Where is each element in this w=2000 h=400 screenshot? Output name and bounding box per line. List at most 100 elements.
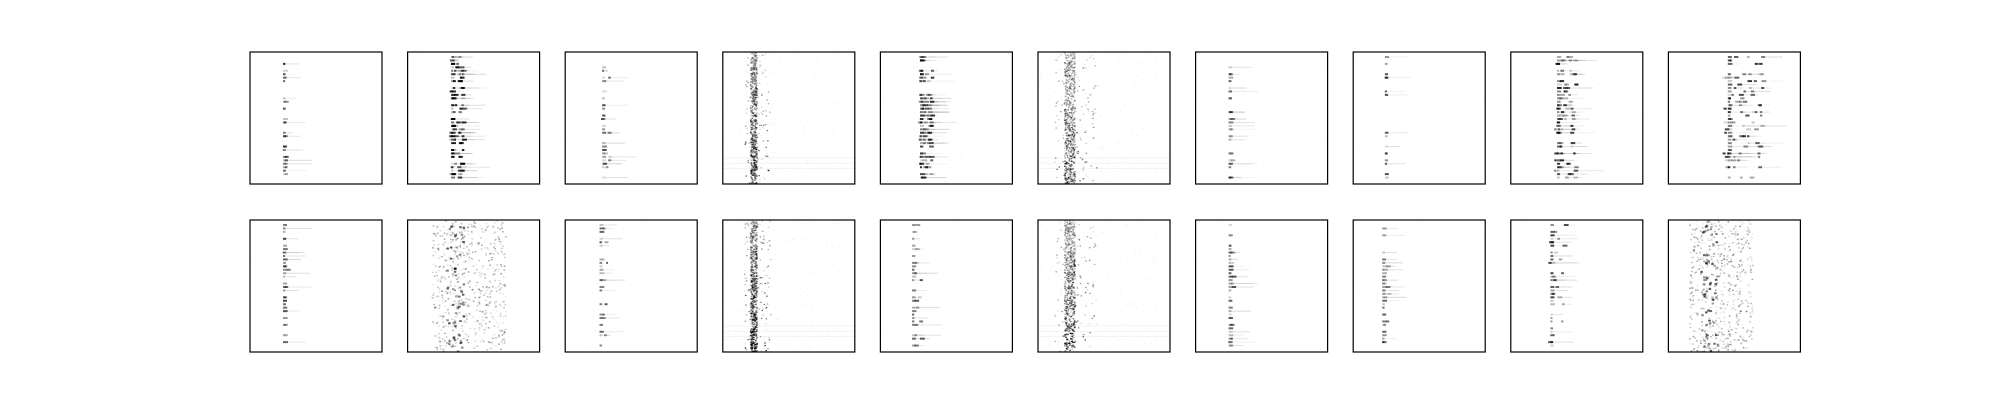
heatmap-cell [441,235,444,237]
heatmap-cell [1560,73,1565,76]
heatmap-cell [1077,90,1079,92]
heatmap-cell [605,142,625,144]
heatmap-cell [1068,75,1071,77]
heatmap-cell [924,155,928,158]
heatmap-cell [444,270,447,272]
heatmap-cell [454,302,457,305]
heatmap-cell [1252,54,1254,56]
heatmap-cell [1262,163,1263,164]
heatmap-cell [1730,156,1753,158]
heatmap-cell [448,340,450,343]
heatmap-cell [1761,56,1766,58]
heatmap-cell [467,298,469,301]
heatmap-cell [752,146,754,148]
heatmap-cell [479,341,482,343]
heatmap-cell [919,80,922,83]
heatmap-cell [827,60,829,62]
heatmap-cell [458,302,460,305]
heatmap-cell [1050,69,1052,71]
heatmap-cell [367,312,368,313]
heatmap-cell [1069,121,1072,123]
heatmap-cell [500,272,502,275]
heatmap-cell [752,82,754,84]
heatmap-cell [1101,110,1102,111]
heatmap-cell [751,113,753,115]
heatmap-cell [468,312,471,315]
heatmap-cell [437,248,439,250]
heatmap-cell [753,72,756,74]
heatmap-cell [1731,159,1737,162]
heatmap-cell [500,108,501,109]
heatmap-cell [1144,68,1145,69]
heatmap-streak [1038,157,1170,159]
heatmap-cell [1071,107,1073,109]
heatmap-cell [752,163,755,165]
heatmap-cell [1069,127,1072,129]
heatmap-cell [1098,169,1100,171]
heatmap-cell [1084,64,1085,65]
heatmap-cell [463,261,465,263]
heatmap-cell [1729,159,1752,161]
heatmap-cell [1076,152,1077,153]
heatmap-cell [819,133,820,134]
heatmap-cell [752,76,754,78]
heatmap-cell [756,127,758,129]
heatmap-cell [1747,135,1750,138]
heatmap-cell [1695,166,1696,167]
heatmap-cell [1768,104,1770,106]
heatmap-cell [1748,73,1752,76]
heatmap-cell [1066,145,1069,147]
heatmap-cell [751,100,753,102]
heatmap-cell [1060,53,1062,56]
heatmap-cell [455,118,470,120]
heatmap-cell [765,155,767,157]
heatmap-cell [280,263,282,265]
heatmap-cell [812,137,814,139]
heatmap-cell [1065,167,1068,169]
heatmap-cell [1005,104,1007,106]
heatmap-cell [478,259,481,262]
heatmap-cell [774,119,776,121]
heatmap-cell [449,227,451,230]
heatmap-cell [1469,180,1470,181]
heatmap-cell [756,156,758,158]
heatmap-cell [498,343,500,345]
heatmap-cell [746,108,748,110]
heatmap-cell [927,121,942,123]
heatmap-cell [1757,115,1758,116]
heatmap-cell [722,117,724,119]
heatmap-cell [1116,66,1117,67]
heatmap-cell [754,52,757,54]
heatmap-cell [452,292,455,295]
heatmap-cell [1075,131,1078,134]
heatmap-cell [1072,119,1075,121]
heatmap-cell [750,126,753,128]
heatmap-cell [753,89,756,92]
heatmap-cell [1067,151,1069,153]
heatmap-cell [489,281,492,284]
heatmap-cell [1120,84,1121,85]
heatmap-cell [443,171,444,172]
heatmap-cell [1073,128,1076,131]
heatmap-cell [273,160,275,162]
heatmap-cell [1790,173,1791,174]
heatmap-cell [605,166,609,169]
heatmap-cell [1144,145,1145,146]
heatmap-cell [776,113,777,114]
heatmap-cell [833,95,834,96]
heatmap-cell [829,137,831,139]
heatmap-cell [1066,157,1069,159]
heatmap-cell [504,236,507,238]
heatmap-cell [749,68,751,70]
heatmap-cell [731,83,732,84]
heatmap-cell [1054,157,1057,159]
heatmap-cell [454,162,457,165]
heatmap-cell [744,175,745,176]
heatmap-cell [342,329,344,331]
heatmap-cell [1041,172,1043,174]
heatmap-cell [752,62,755,64]
heatmap-cell [1064,155,1066,157]
heatmap-cell [431,246,434,249]
heatmap-cell [444,290,447,293]
heatmap-cell [1064,71,1066,73]
